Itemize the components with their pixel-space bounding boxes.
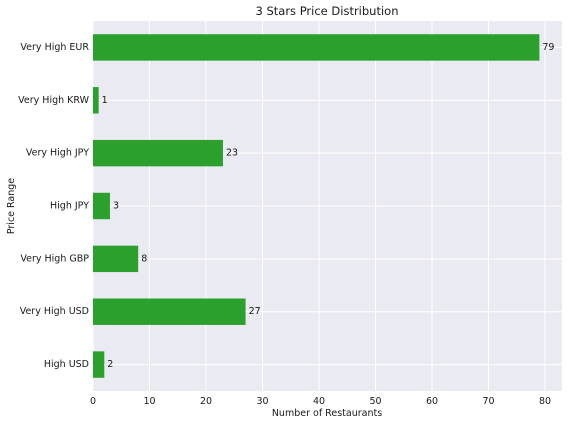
x-tick-label: 40: [313, 396, 325, 407]
y-tick-label: Very High JPY: [26, 148, 89, 159]
x-tick-label: 80: [539, 396, 551, 407]
bar-value-label: 23: [226, 148, 238, 159]
bar: [93, 192, 110, 220]
y-tick-label: Very High USD: [20, 306, 89, 317]
bar: [93, 87, 99, 114]
bar-value-label: 27: [249, 306, 261, 317]
x-tick-label: 10: [143, 396, 155, 407]
value-labels: 79 1 23 3 8 27 2: [102, 42, 555, 370]
bar: [93, 298, 246, 325]
bar: [93, 351, 105, 378]
x-tick-label: 50: [369, 396, 381, 407]
y-tick-labels: Very High EUR Very High KRW Very High JPY H…: [18, 42, 89, 370]
bars: [93, 34, 540, 378]
bar-value-label: 1: [102, 95, 108, 106]
bar-value-label: 2: [107, 359, 113, 370]
y-tick-label: Very High EUR: [20, 42, 89, 53]
y-tick-label: Very High GBP: [20, 253, 89, 264]
bar: [93, 245, 139, 273]
bar-value-label: 3: [113, 201, 119, 212]
y-tick-label: High USD: [44, 359, 89, 370]
y-axis-label: Price Range: [6, 178, 17, 234]
bar: [93, 139, 223, 167]
chart-title: 3 Stars Price Distribution: [255, 4, 398, 18]
x-tick-label: 20: [200, 396, 212, 407]
bar-value-label: 79: [542, 42, 554, 53]
x-tick-label: 60: [426, 396, 438, 407]
x-tick-label: 30: [256, 396, 268, 407]
y-tick-label: High JPY: [50, 201, 89, 212]
y-tick-label: Very High KRW: [18, 95, 89, 106]
x-tick-label: 0: [90, 396, 96, 407]
x-tick-labels: 0 10 20 30 40 50 60 70 80: [90, 396, 551, 407]
x-tick-label: 70: [482, 396, 494, 407]
x-axis-label: Number of Restaurants: [272, 408, 382, 419]
bar: [93, 34, 540, 61]
bar-value-label: 8: [141, 253, 147, 264]
